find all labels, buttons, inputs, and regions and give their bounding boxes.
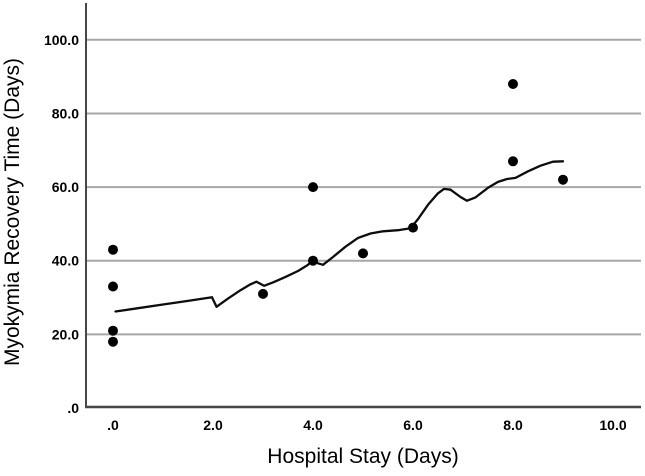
x-axis-title: Hospital Stay (Days): [267, 445, 458, 468]
y-tick-label: 20.0: [52, 326, 79, 342]
data-point: [308, 255, 318, 266]
data-point: [508, 79, 518, 89]
loess-fit-line: [114, 160, 565, 313]
x-tick-label: 8.0: [503, 417, 523, 433]
data-point: [558, 174, 568, 185]
data-point: [408, 222, 418, 233]
y-tick-label: 40.0: [52, 253, 79, 269]
y-tick-label: .0: [67, 400, 79, 416]
data-points: [108, 79, 568, 347]
data-point: [508, 156, 518, 167]
data-point: [108, 281, 118, 292]
data-point: [258, 288, 268, 299]
y-tick-label: 80.0: [52, 106, 79, 122]
data-point: [108, 244, 118, 255]
y-axis-title: Myokymia Recovery Time (Days): [1, 58, 24, 366]
y-tick-label: 60.0: [52, 179, 79, 195]
data-point: [358, 248, 368, 259]
data-point: [108, 325, 118, 336]
data-point: [108, 336, 118, 347]
gridlines: [86, 38, 641, 336]
x-tick-label: 4.0: [303, 417, 323, 433]
y-tick-label: 100.0: [44, 32, 79, 48]
x-tick-label: .0: [107, 417, 119, 433]
x-tick-label: 2.0: [203, 417, 223, 433]
data-point: [308, 182, 318, 193]
x-tick-label: 10.0: [599, 417, 626, 433]
x-tick-label: 6.0: [403, 417, 423, 433]
y-tick-labels: .0 20.0 40.0 60.0 80.0 100.0: [44, 32, 79, 416]
x-tick-labels: .0 2.0 4.0 6.0 8.0 10.0: [107, 417, 627, 433]
